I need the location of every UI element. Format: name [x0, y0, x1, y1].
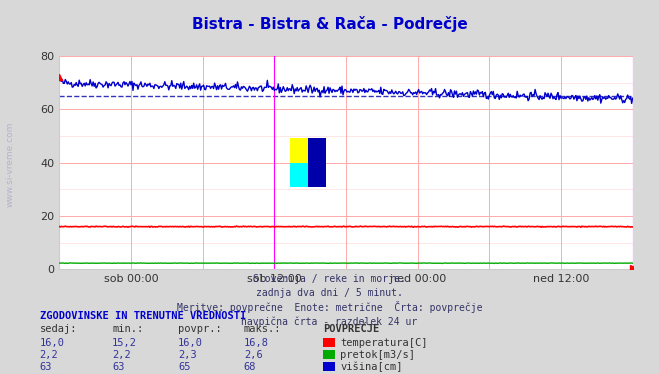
Text: Slovenija / reke in morje.: Slovenija / reke in morje. [253, 274, 406, 283]
Text: maks.:: maks.: [244, 324, 281, 334]
Text: temperatura[C]: temperatura[C] [340, 338, 428, 347]
Text: 63: 63 [112, 362, 125, 371]
Text: sedaj:: sedaj: [40, 324, 77, 334]
Text: min.:: min.: [112, 324, 143, 334]
Text: navpična črta - razdelek 24 ur: navpična črta - razdelek 24 ur [241, 316, 418, 327]
Text: 65: 65 [178, 362, 190, 371]
Text: zadnja dva dni / 5 minut.: zadnja dva dni / 5 minut. [256, 288, 403, 298]
Text: 16,0: 16,0 [178, 338, 203, 347]
Text: pretok[m3/s]: pretok[m3/s] [340, 350, 415, 359]
Text: Bistra - Bistra & Rača - Podrečje: Bistra - Bistra & Rača - Podrečje [192, 16, 467, 32]
Bar [308, 138, 326, 187]
Text: 2,3: 2,3 [178, 350, 196, 359]
Text: POVPREČJE: POVPREČJE [323, 324, 379, 334]
Text: povpr.:: povpr.: [178, 324, 221, 334]
Text: 16,0: 16,0 [40, 338, 65, 347]
Text: ZGODOVINSKE IN TRENUTNE VREDNOSTI: ZGODOVINSKE IN TRENUTNE VREDNOSTI [40, 312, 246, 321]
Text: 2,2: 2,2 [112, 350, 130, 359]
Text: 15,2: 15,2 [112, 338, 137, 347]
Text: 16,8: 16,8 [244, 338, 269, 347]
Bar [323, 362, 335, 371]
Text: 2,6: 2,6 [244, 350, 262, 359]
Bar [290, 163, 308, 187]
Bar [290, 138, 308, 163]
Bar [323, 338, 335, 347]
Text: 2,2: 2,2 [40, 350, 58, 359]
Text: 63: 63 [40, 362, 52, 371]
Text: višina[cm]: višina[cm] [340, 361, 403, 372]
Bar [323, 350, 335, 359]
Text: Meritve: povprečne  Enote: metrične  Črta: povprečje: Meritve: povprečne Enote: metrične Črta:… [177, 301, 482, 313]
Text: 68: 68 [244, 362, 256, 371]
Text: www.si-vreme.com: www.si-vreme.com [5, 122, 14, 207]
